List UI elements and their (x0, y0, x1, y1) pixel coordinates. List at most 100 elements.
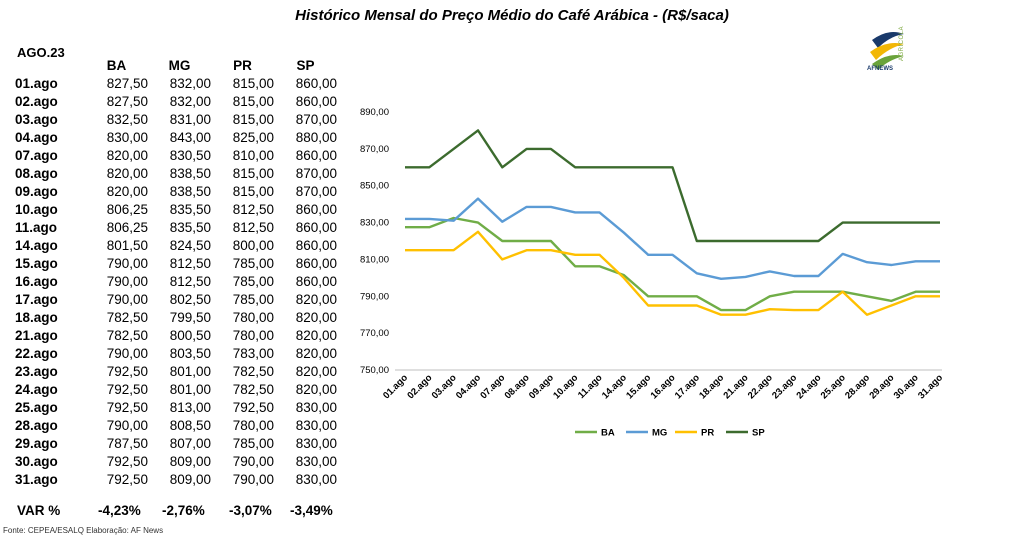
price-cell-pr: 782,50 (232, 363, 274, 379)
price-cell-mg: 801,00 (169, 381, 211, 397)
price-cell-ba: 792,50 (106, 381, 148, 397)
table-row: 29.ago 787,50 807,00 785,00 830,00 (15, 434, 337, 452)
column-header-pr: PR (233, 58, 252, 73)
price-cell-sp: 870,00 (295, 165, 337, 181)
row-date: 18.ago (15, 309, 58, 325)
price-cell-pr: 785,00 (232, 435, 274, 451)
variation-sp: -3,49% (290, 503, 333, 518)
price-cell-sp: 830,00 (295, 435, 337, 451)
table-row: 14.ago 801,50 824,50 800,00 860,00 (15, 236, 337, 254)
row-date: 03.ago (15, 111, 58, 127)
price-cell-sp: 860,00 (295, 237, 337, 253)
price-cell-ba: 790,00 (106, 273, 148, 289)
row-date: 11.ago (15, 219, 58, 235)
price-cell-sp: 860,00 (295, 93, 337, 109)
price-cell-sp: 860,00 (295, 201, 337, 217)
price-cell-pr: 790,00 (232, 453, 274, 469)
price-cell-sp: 830,00 (295, 399, 337, 415)
price-cell-ba: 820,00 (106, 183, 148, 199)
price-cell-mg: 801,00 (169, 363, 211, 379)
price-cell-sp: 820,00 (295, 345, 337, 361)
price-cell-ba: 782,50 (106, 309, 148, 325)
price-cell-ba: 787,50 (106, 435, 148, 451)
price-cell-mg: 803,50 (169, 345, 211, 361)
price-cell-ba: 782,50 (106, 327, 148, 343)
table-row: 24.ago 792,50 801,00 782,50 820,00 (15, 380, 337, 398)
x-tick-label: 11.ago (576, 372, 605, 401)
row-date: 21.ago (15, 327, 58, 343)
price-cell-pr: 815,00 (232, 165, 274, 181)
table-header-date (15, 57, 85, 74)
x-tick-label: 28.ago (843, 372, 872, 401)
x-tick-label: 08.ago (503, 372, 532, 401)
row-date: 25.ago (15, 399, 58, 415)
price-cell-mg: 843,00 (169, 129, 211, 145)
price-cell-sp: 830,00 (295, 471, 337, 487)
column-header-ba: BA (106, 58, 127, 73)
price-cell-pr: 815,00 (232, 93, 274, 109)
price-cell-ba: 832,50 (106, 111, 148, 127)
price-cell-mg: 835,50 (169, 219, 211, 235)
table-header-row: BA MG PR SP (15, 57, 337, 74)
row-date: 02.ago (15, 93, 58, 109)
price-cell-sp: 830,00 (295, 417, 337, 433)
legend-label-pr: PR (701, 428, 714, 439)
price-cell-sp: 820,00 (295, 363, 337, 379)
table-row: 17.ago 790,00 802,50 785,00 820,00 (15, 290, 337, 308)
price-cell-pr: 800,00 (232, 237, 274, 253)
price-line-chart: 750,00 770,00 790,00 810,00 830,00 850,00 870,… (360, 107, 945, 439)
x-tick-label: 31.ago (916, 372, 945, 401)
price-cell-ba: 790,00 (106, 255, 148, 271)
table-row: 01.ago 827,50 832,00 815,00 860,00 (15, 74, 337, 92)
price-cell-pr: 815,00 (232, 75, 274, 91)
x-tick-label: 18.ago (697, 372, 726, 401)
x-tick-label: 22.ago (746, 372, 775, 401)
price-cell-sp: 880,00 (295, 129, 337, 145)
row-date: 10.ago (15, 201, 58, 217)
row-date: 15.ago (15, 255, 58, 271)
legend-label-sp: SP (752, 428, 765, 439)
price-cell-ba: 830,00 (106, 129, 148, 145)
row-date: 17.ago (15, 291, 58, 307)
price-cell-ba: 820,00 (106, 165, 148, 181)
price-cell-mg: 802,50 (169, 291, 211, 307)
y-tick-label: 830,00 (360, 218, 389, 229)
x-tick-label: 15.ago (624, 372, 653, 401)
price-cell-mg: 812,50 (169, 273, 211, 289)
series-line-sp (405, 129, 940, 243)
row-date: 24.ago (15, 381, 58, 397)
price-cell-sp: 860,00 (295, 147, 337, 163)
variation-mg: -2,76% (162, 503, 205, 518)
logo-subtitle: AGRÍCOLA (899, 26, 905, 62)
x-tick-label: 16.ago (649, 372, 678, 401)
price-cell-mg: 831,00 (169, 111, 211, 127)
price-cell-sp: 860,00 (295, 255, 337, 271)
y-tick-label: 750,00 (360, 365, 389, 376)
price-cell-mg: 807,00 (169, 435, 211, 451)
variation-ba: -4,23% (98, 503, 141, 518)
price-cell-mg: 824,50 (169, 237, 211, 253)
y-tick-label: 790,00 (360, 291, 389, 302)
price-cell-mg: 799,50 (169, 309, 211, 325)
price-cell-pr: 785,00 (232, 291, 274, 307)
row-date: 01.ago (15, 75, 58, 91)
source-footer: Fonte: CEPEA/ESALQ Elaboração: AF News (3, 526, 164, 535)
price-cell-pr: 780,00 (232, 417, 274, 433)
price-cell-sp: 860,00 (295, 75, 337, 91)
price-cell-pr: 825,00 (232, 129, 274, 145)
price-cell-sp: 860,00 (295, 219, 337, 235)
table-row: 23.ago 792,50 801,00 782,50 820,00 (15, 362, 337, 380)
y-tick-label: 870,00 (360, 144, 389, 155)
x-tick-label: 03.ago (430, 372, 459, 401)
price-cell-pr: 780,00 (232, 327, 274, 343)
row-date: 28.ago (15, 417, 58, 433)
price-table: BA MG PR SP 01.ago 827,50 832,00 815,00 860,… (15, 57, 337, 488)
price-cell-ba: 790,00 (106, 345, 148, 361)
row-date: 22.ago (15, 345, 58, 361)
price-cell-ba: 820,00 (106, 147, 148, 163)
row-date: 04.ago (15, 129, 58, 145)
x-tick-label: 23.ago (770, 372, 799, 401)
price-cell-sp: 820,00 (295, 381, 337, 397)
price-cell-mg: 832,00 (169, 93, 211, 109)
price-cell-mg: 812,50 (169, 255, 211, 271)
